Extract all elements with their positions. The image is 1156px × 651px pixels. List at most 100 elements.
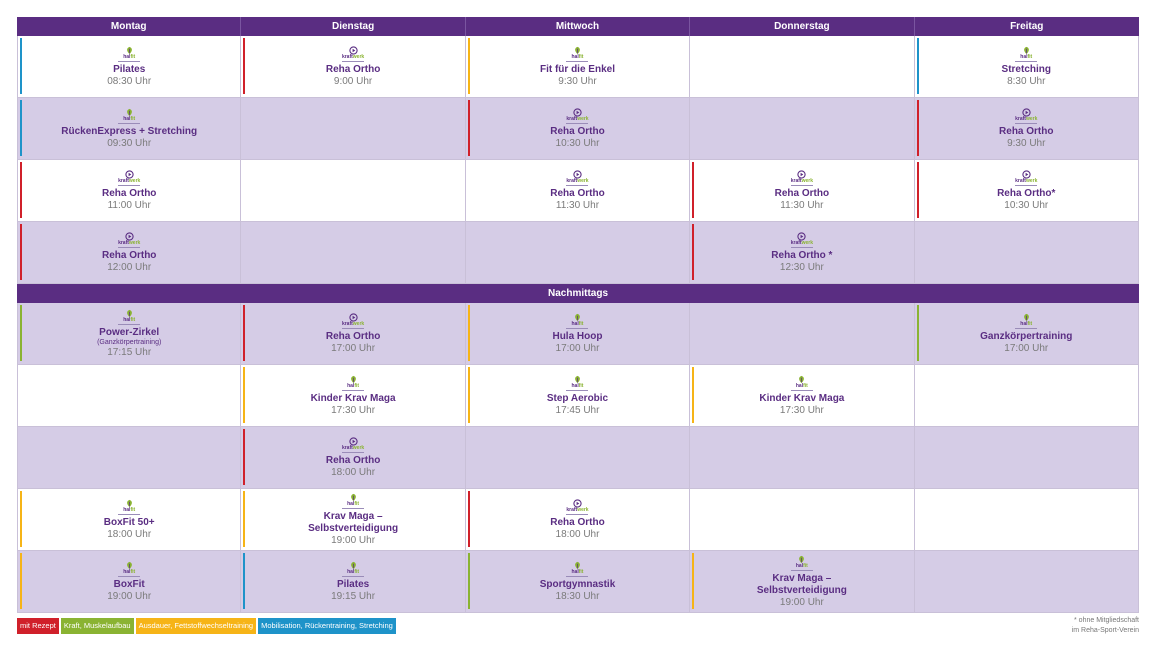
logo-wordmark: halfit	[123, 53, 136, 60]
schedule-row: halfit BoxFit 19:00 Uhr halfit Pilates 19:15 …	[17, 551, 1139, 613]
logo-underline	[342, 389, 365, 391]
logo-text-b: werk	[801, 239, 813, 246]
hallfit-logo: halfit	[342, 375, 365, 391]
course-cell: halfit Kinder Krav Maga 17:30 Uhr	[690, 365, 915, 426]
logo-wordmark: halfit	[1020, 320, 1032, 327]
logo-text-b: fit	[803, 382, 808, 389]
hallfit-logo: halfit	[342, 493, 365, 509]
course-time: 17:30 Uhr	[331, 404, 376, 416]
course-cell: kraftwerk Reha Ortho 11:00 Uhr	[17, 160, 242, 221]
logo-text-a: hal	[123, 568, 131, 575]
leaf-icon	[350, 493, 356, 501]
logo-underline	[342, 60, 365, 62]
logo-text-b: fit	[1027, 53, 1033, 60]
logo-wordmark: kraftwerk	[341, 53, 365, 60]
course-time: 8:30 Uhr	[1007, 75, 1046, 87]
course-time: 17:00 Uhr	[331, 342, 376, 354]
course-title: Krav Maga –	[323, 510, 383, 522]
logo-wordmark: halfit	[123, 115, 135, 122]
course-title: Reha Ortho	[550, 516, 605, 528]
course-time: 18:00 Uhr	[107, 528, 152, 540]
logo-text-a: kraft	[118, 177, 129, 184]
logo-text-b: werk	[801, 177, 813, 184]
course-time: 11:00 Uhr	[107, 199, 151, 211]
schedule-row: kraftwerk Reha Ortho 11:00 Uhr kraftwerk Reh…	[17, 160, 1139, 222]
logo-text-a: kraft	[566, 115, 578, 122]
hallfit-logo: halfit	[790, 555, 813, 571]
logo-underline	[342, 327, 365, 329]
logo-wordmark: halfit	[571, 54, 583, 60]
kraftwerk-logo: kraftwerk	[341, 312, 365, 329]
logo-underline	[566, 122, 589, 124]
logo-underline	[1015, 122, 1038, 124]
course-time: 9:30 Uhr	[558, 75, 597, 87]
empty-cell	[690, 98, 915, 159]
course-title: Reha Ortho	[101, 187, 157, 199]
logo-text-b: werk	[577, 177, 589, 184]
kraftwerk-logo: kraftwerk	[118, 169, 140, 186]
course-cell: halfit RückenExpress + Stretching 09:30 Uh…	[17, 98, 242, 159]
play-circle-icon	[125, 169, 134, 179]
hallfit-logo: halfit	[790, 375, 813, 391]
logo-text-b: fit	[578, 320, 584, 327]
kraftwerk-logo: kraftwerk	[566, 498, 589, 515]
logo-underline	[566, 60, 589, 62]
kraftwerk-logo: kraftwerk	[790, 231, 813, 248]
day-header-monday: Montag	[17, 17, 242, 36]
kraftwerk-logo: kraftwerk	[1015, 107, 1038, 124]
logo-text-a: hal	[571, 320, 579, 327]
play-circle-icon	[348, 45, 358, 55]
logo-text-a: hal	[1020, 320, 1028, 327]
morning-section: halfit Pilates 08:30 Uhr kraftwerk Reha Orth…	[17, 36, 1139, 284]
hallfit-logo: halfit	[1015, 46, 1038, 62]
course-title: Step Aerobic	[546, 392, 609, 404]
course-time: 19:00 Uhr	[107, 590, 152, 602]
empty-cell	[915, 222, 1139, 283]
play-circle-icon	[348, 312, 358, 322]
logo-text-b: fit	[130, 53, 136, 60]
logo-underline	[790, 246, 813, 248]
course-cell: kraftwerk Reha Ortho 11:30 Uhr	[466, 160, 691, 221]
play-circle-icon	[348, 436, 358, 446]
logo-wordmark: halfit	[347, 569, 359, 575]
logo-underline	[790, 184, 813, 186]
hallfit-logo: halfit	[118, 108, 141, 124]
logo-underline	[790, 569, 813, 571]
course-cell: kraftwerk Reha Ortho* 10:30 Uhr	[915, 160, 1139, 221]
course-title: Reha Ortho	[325, 330, 381, 342]
logo-text-a: kraft	[341, 320, 353, 327]
course-time: 10:30 Uhr	[555, 137, 600, 149]
hallfit-logo: halfit	[566, 46, 589, 62]
course-title: Reha Ortho	[550, 125, 605, 137]
course-time: 11:30 Uhr	[555, 199, 600, 211]
logo-underline	[342, 575, 365, 577]
kraftwerk-logo: kraftwerk	[342, 436, 364, 453]
logo-text-a: kraft	[1015, 115, 1026, 122]
course-time: 19:00 Uhr	[331, 534, 376, 546]
hallfit-logo: halfit	[1015, 313, 1038, 329]
logo-text-b: fit	[578, 568, 584, 575]
logo-text-a: hal	[123, 115, 131, 122]
logo-wordmark: kraftwerk	[566, 177, 589, 184]
logo-text-a: kraft	[341, 53, 353, 60]
play-circle-icon	[1022, 107, 1031, 117]
legend-chip-mobil: Mobilisation, Rückentraining, Stretching	[258, 618, 396, 634]
leaf-icon	[575, 561, 580, 569]
logo-underline	[118, 246, 141, 248]
logo-underline	[566, 327, 589, 329]
logo-wordmark: kraftwerk	[791, 239, 813, 246]
day-header-row: Montag Dienstag Mittwoch Donnerstag Frei…	[17, 17, 1139, 36]
course-cell: halfit BoxFit 50+ 18:00 Uhr	[17, 489, 242, 550]
logo-underline	[1015, 184, 1038, 186]
afternoon-section: halfit Power-Zirkel (Ganzkörpertraining) 17…	[17, 303, 1139, 613]
schedule-row: halfit Kinder Krav Maga 17:30 Uhr halfit Ste…	[17, 365, 1139, 427]
logo-text-b: werk	[352, 53, 365, 60]
course-cell: kraftwerk Reha Ortho 9:30 Uhr	[915, 98, 1139, 159]
weekly-schedule: Montag Dienstag Mittwoch Donnerstag Frei…	[17, 17, 1139, 613]
course-time: 17:30 Uhr	[779, 404, 824, 416]
course-cell: halfit Krav Maga – Selbstverteidigung 19:00…	[690, 551, 915, 612]
course-time: 08:30 Uhr	[107, 75, 152, 87]
play-circle-icon	[797, 169, 806, 179]
course-title: Reha Ortho	[325, 454, 381, 466]
hallfit-logo: halfit	[118, 499, 141, 515]
